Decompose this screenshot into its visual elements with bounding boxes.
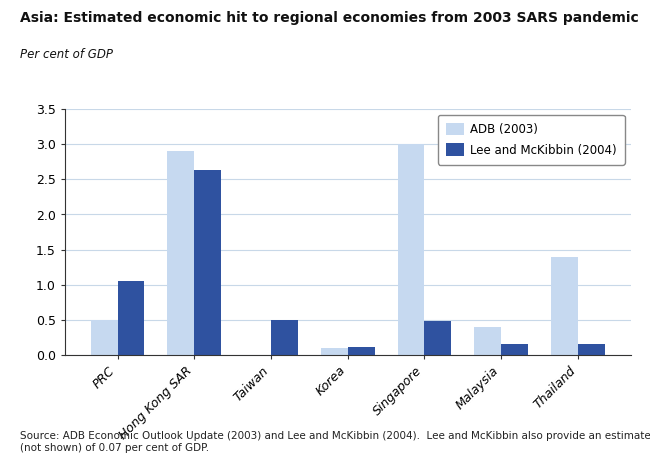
Bar <box>348 347 374 355</box>
Bar <box>398 144 424 355</box>
Bar <box>474 327 501 355</box>
Bar <box>271 320 298 355</box>
Bar <box>424 321 451 355</box>
Bar <box>551 257 578 355</box>
Text: Asia: Estimated economic hit to regional economies from 2003 SARS pandemic: Asia: Estimated economic hit to regional… <box>20 11 638 25</box>
Bar <box>194 170 221 355</box>
Text: Source: ADB Economic Outlook Update (2003) and Lee and McKibbin (2004).  Lee and: Source: ADB Economic Outlook Update (200… <box>20 431 650 453</box>
Bar <box>91 320 118 355</box>
Legend: ADB (2003), Lee and McKibbin (2004): ADB (2003), Lee and McKibbin (2004) <box>438 115 625 165</box>
Bar <box>321 348 348 355</box>
Bar <box>578 344 604 355</box>
Bar <box>501 344 528 355</box>
Bar <box>168 152 194 355</box>
Text: Per cent of GDP: Per cent of GDP <box>20 48 112 61</box>
Bar <box>118 281 144 355</box>
